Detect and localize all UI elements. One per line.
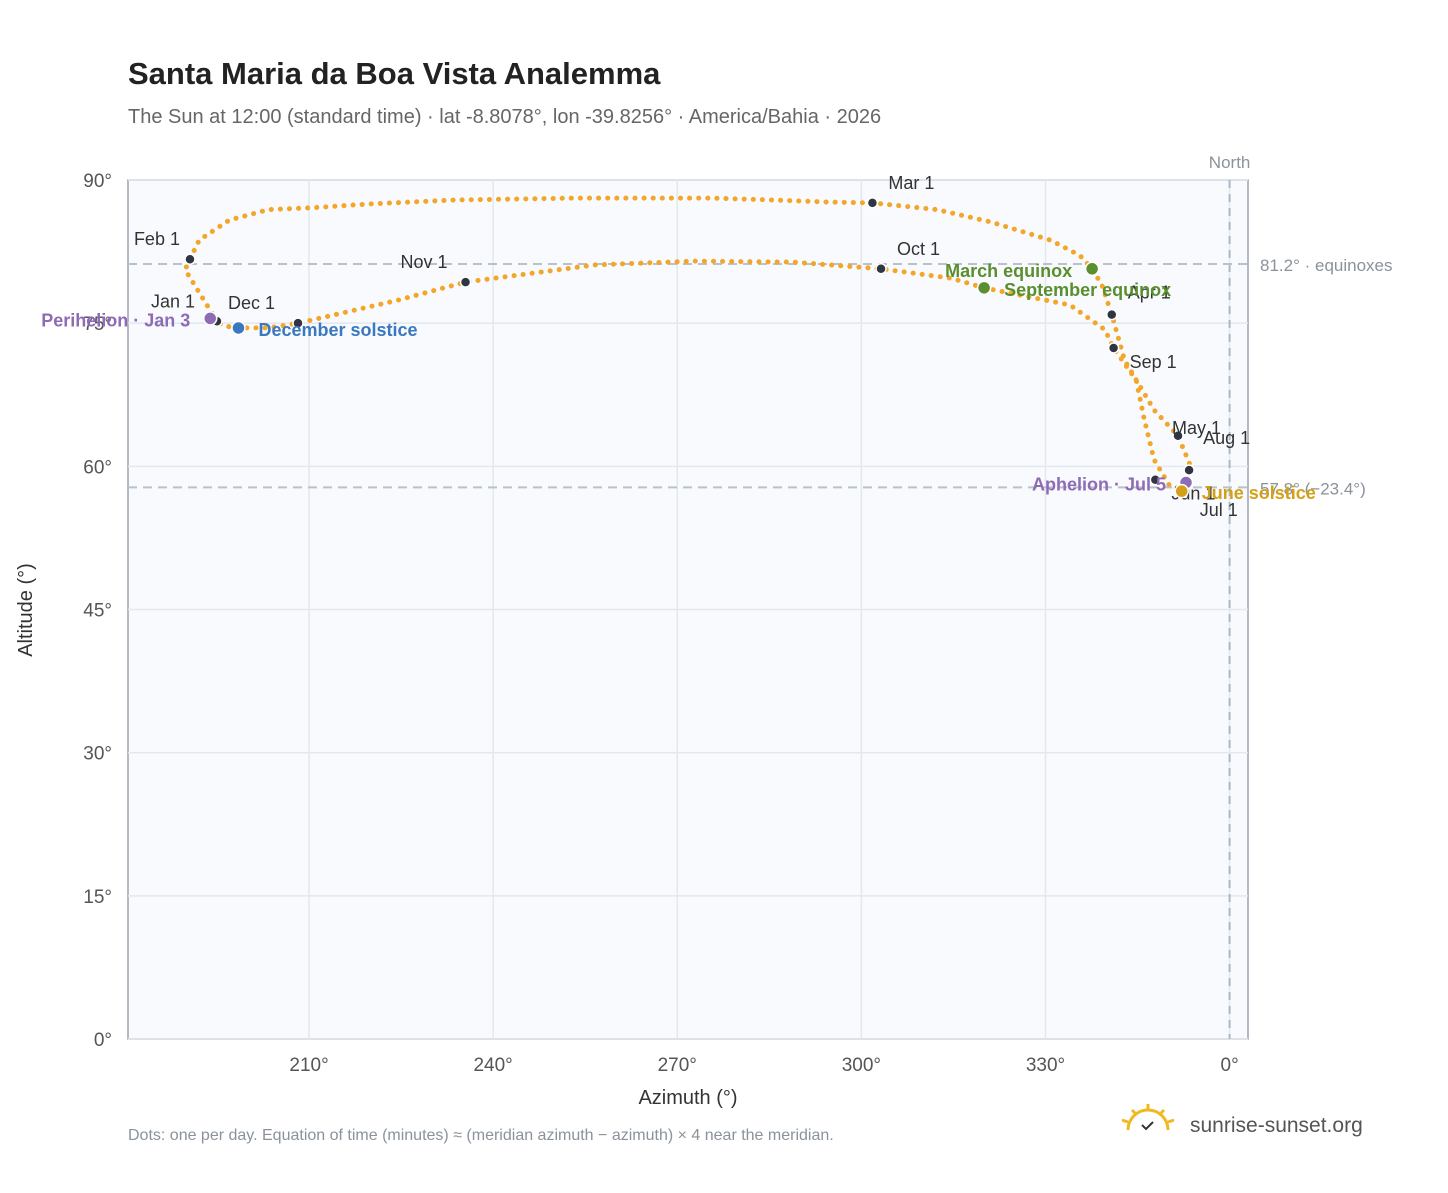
event-label: December solstice [258, 320, 417, 340]
event-label: March equinox [945, 261, 1072, 281]
x-tick-label: 300° [842, 1055, 881, 1076]
y-tick-label: 60° [83, 457, 112, 478]
event-label: Aphelion · Jul 5 [1032, 475, 1166, 495]
y-axis-label: Altitude (°) [15, 563, 37, 657]
month-label: Mar 1 [888, 173, 934, 193]
y-tick-label: 15° [83, 887, 112, 908]
month-label: Nov 1 [401, 252, 448, 272]
month-marker [1106, 308, 1118, 321]
month-marker [1172, 430, 1184, 442]
month-marker [184, 253, 196, 265]
x-tick-label: 210° [289, 1055, 328, 1076]
footnote: Dots: one per day. Equation of time (min… [128, 1127, 834, 1144]
chart-subtitle: The Sun at 12:00 (standard time) · lat -… [128, 106, 881, 128]
month-marker [1107, 342, 1120, 354]
event-marker [976, 280, 992, 296]
x-tick-label: 0° [1221, 1055, 1239, 1076]
month-label: May 1 [1172, 418, 1221, 438]
x-tick-label: 330° [1026, 1055, 1065, 1076]
y-tick-label: 90° [83, 171, 112, 192]
analemma-curve [182, 195, 1195, 493]
event-label: September equinox [1004, 280, 1171, 300]
event-marker [1084, 261, 1100, 277]
month-marker [866, 197, 879, 209]
brand-logo [1121, 1104, 1175, 1131]
month-marker [1149, 473, 1162, 486]
month-label: Feb 1 [134, 229, 180, 249]
month-marker [875, 263, 887, 275]
month-label: Oct 1 [897, 239, 940, 259]
month-label: Jul 1 [1200, 500, 1238, 520]
x-tick-label: 270° [658, 1055, 697, 1076]
y-tick-label: 45° [83, 601, 112, 622]
north-label: North [1209, 153, 1251, 172]
x-axis-label: Azimuth (°) [638, 1087, 737, 1109]
chart-title: Santa Maria da Boa Vista Analemma [128, 56, 661, 91]
event-marker [1174, 483, 1189, 499]
month-label: Aug 1 [1203, 428, 1250, 448]
event-label: Perihelion · Jan 3 [41, 310, 190, 330]
y-tick-label: 75° [83, 314, 112, 335]
reference-label: 57.8° (−23.4°) [1260, 479, 1366, 498]
y-tick-label: 0° [94, 1030, 112, 1051]
event-label: June solstice [1202, 483, 1316, 503]
month-label: Jan 1 [151, 291, 195, 311]
month-label: Sep 1 [1130, 352, 1177, 372]
event-marker [231, 320, 246, 336]
brand: sunrise-sunset.org [1190, 1114, 1363, 1137]
reference-label: 81.2° · equinoxes [1260, 256, 1393, 275]
x-tick-label: 240° [473, 1055, 512, 1076]
event-marker [202, 311, 218, 326]
month-marker [292, 317, 304, 329]
month-label: Apr 1 [1128, 283, 1171, 303]
month-marker [1183, 464, 1195, 476]
y-tick-label: 30° [83, 744, 112, 765]
month-marker [459, 276, 472, 288]
month-label: Dec 1 [228, 293, 275, 313]
